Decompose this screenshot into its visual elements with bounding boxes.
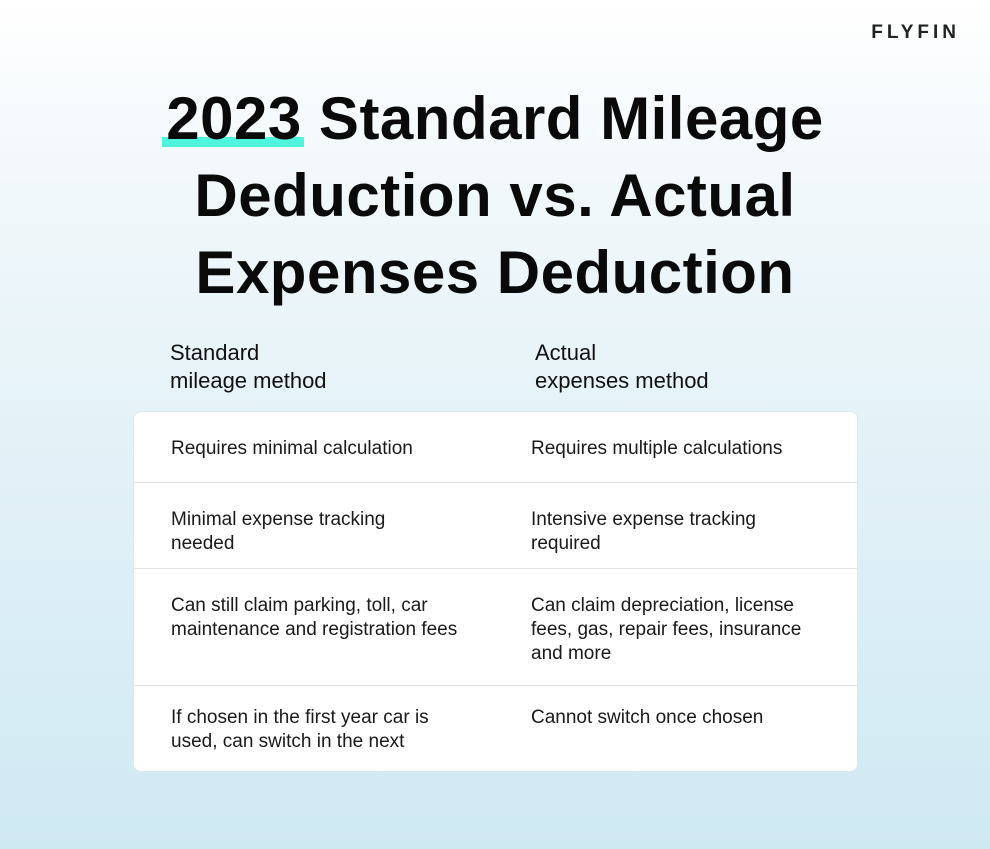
header-standard: Standard mileage method: [170, 339, 470, 395]
cell-actual: Can claim depreciation, license fees, ga…: [531, 595, 802, 664]
table-row: Can still claim parking, toll, car maint…: [134, 569, 857, 686]
flyfin-logo: FLYFIN: [871, 22, 960, 43]
cell-standard: Requires minimal calculation: [171, 438, 413, 459]
title-line3: Expenses Deduction: [195, 239, 795, 306]
cell-standard: Can still claim parking, toll, car maint…: [171, 595, 458, 640]
header-actual-line1: Actual: [535, 340, 597, 365]
header-standard-line2: mileage method: [170, 368, 327, 393]
table-row: If chosen in the first year car is used,…: [134, 686, 857, 771]
header-standard-line1: Standard: [170, 340, 260, 365]
cell-actual: Requires multiple calculations: [531, 438, 783, 459]
header-actual: Actual expenses method: [535, 339, 835, 395]
title-highlight-year: 2023: [162, 80, 305, 157]
page-title: 2023 Standard Mileage Deduction vs. Actu…: [0, 80, 990, 311]
table-row: Minimal expense tracking needed Intensiv…: [134, 483, 857, 569]
title-line1: Standard Mileage: [301, 85, 824, 152]
header-actual-line2: expenses method: [535, 368, 709, 393]
cell-actual: Intensive expense tracking required: [531, 509, 756, 554]
cell-standard: Minimal expense tracking needed: [171, 509, 386, 554]
cell-standard: If chosen in the first year car is used,…: [171, 707, 429, 752]
cell-actual: Cannot switch once chosen: [531, 707, 764, 728]
title-line2: Deduction vs. Actual: [194, 162, 796, 229]
table-row: Requires minimal calculation Requires mu…: [134, 412, 857, 483]
comparison-table: Requires minimal calculation Requires mu…: [133, 411, 858, 772]
